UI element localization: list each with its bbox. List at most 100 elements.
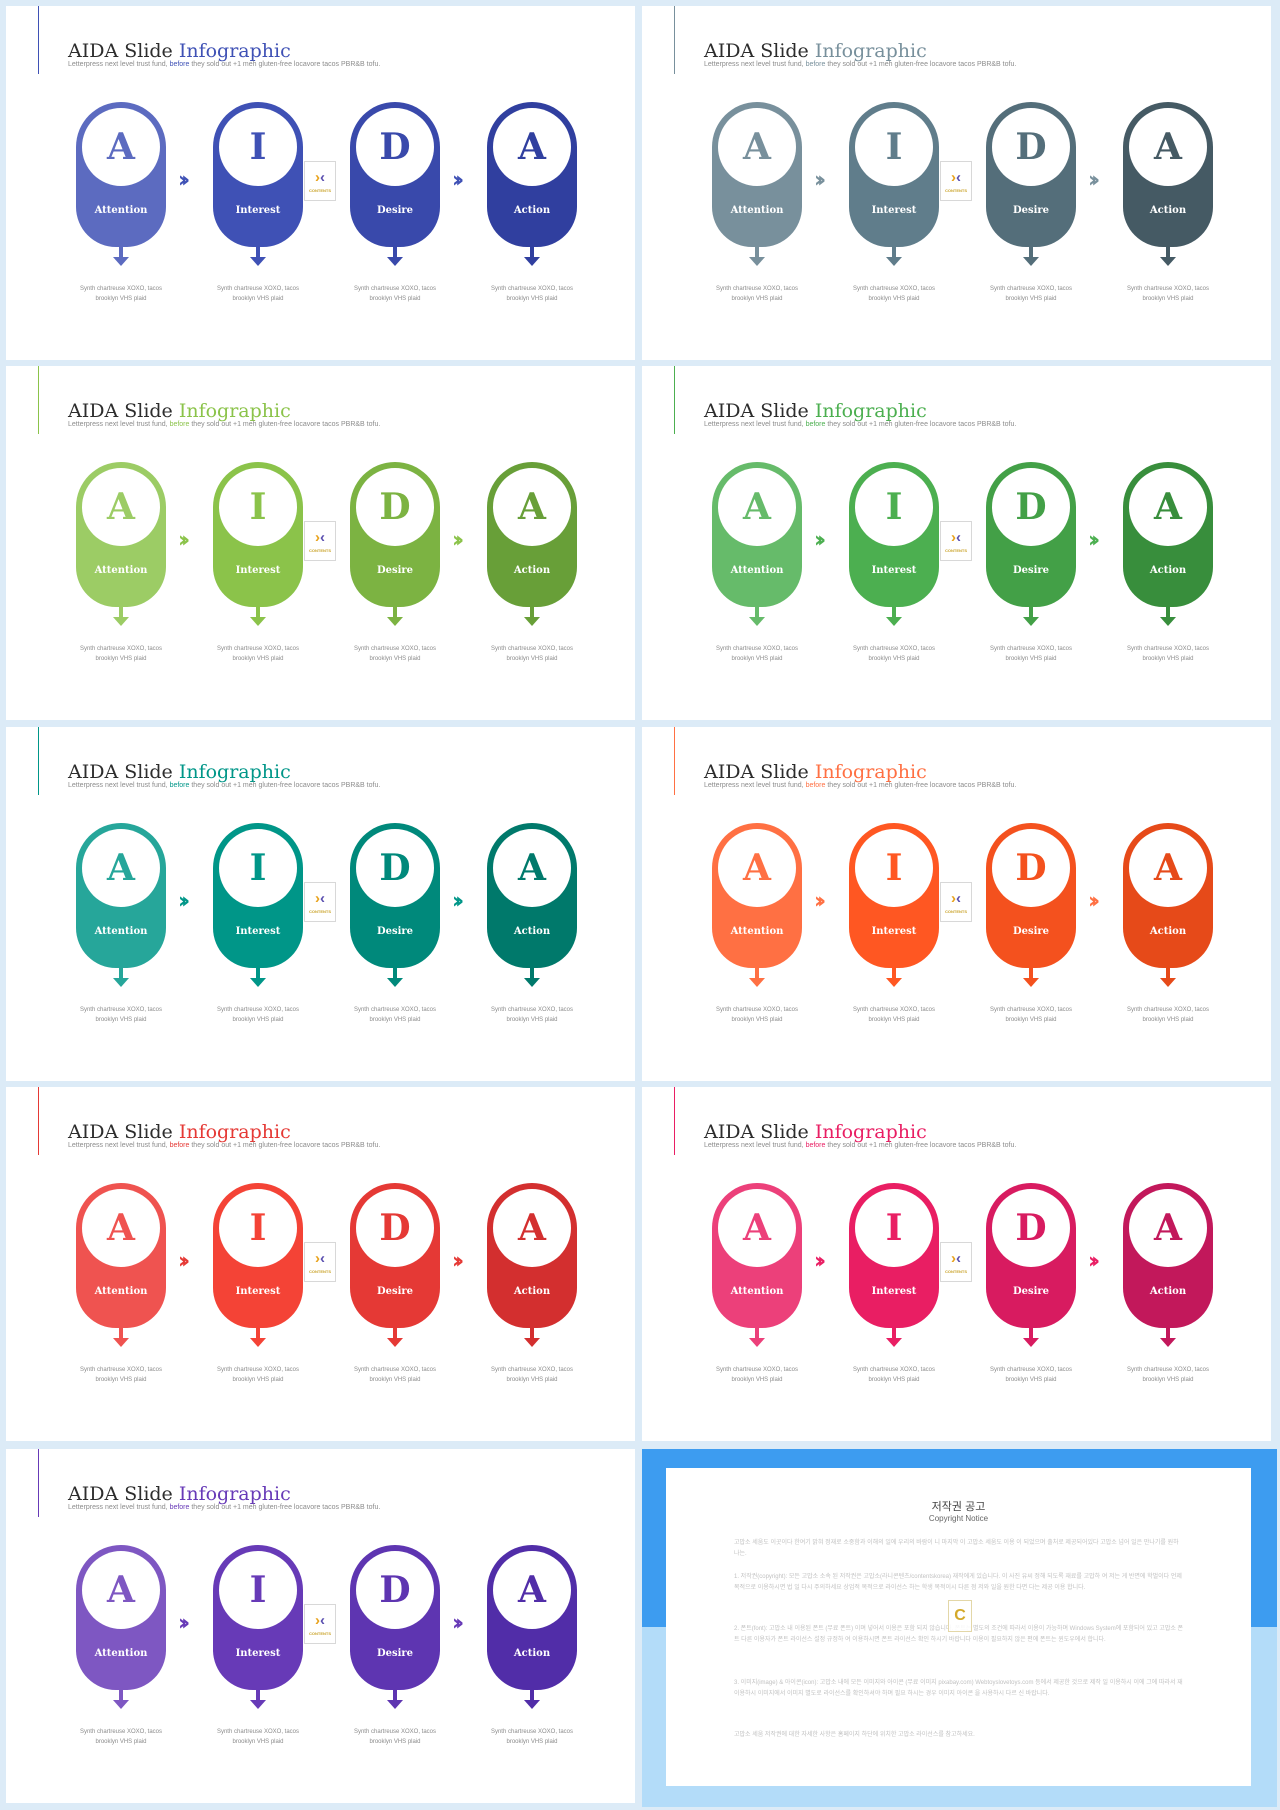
double-chevron-right-icon: ›› <box>178 528 190 553</box>
subtitle-text: they sold out +1 meh gluten-free locavor… <box>189 1142 381 1149</box>
stage-label: Attention <box>730 926 784 937</box>
down-arrow-stem <box>393 247 397 258</box>
stage-card-interest: I Interest Synth chartreuse XOXO, tacos br… <box>213 102 303 302</box>
stage-caption: Synth chartreuse XOXO, tacos brooklyn VH… <box>490 1367 574 1383</box>
down-arrow-stem <box>1029 1328 1033 1339</box>
down-arrow-icon <box>1160 978 1176 987</box>
slide-subtitle: Letterpress next level trust fund, befor… <box>704 782 1016 789</box>
stage-card-attention: A Attention Synth chartreuse XOXO, tacos b… <box>76 823 166 1023</box>
down-arrow-stem <box>119 968 123 979</box>
stage-caption: Synth chartreuse XOXO, tacos brooklyn VH… <box>353 286 437 302</box>
down-arrow-stem <box>1029 607 1033 618</box>
down-arrow-icon <box>1160 1338 1176 1347</box>
down-arrow-stem <box>892 247 896 258</box>
stage-letter: D <box>356 468 434 546</box>
double-chevron-right-icon: ›› <box>178 889 190 914</box>
stage-letter: A <box>493 1551 571 1629</box>
logo-wordmark: CONTENTS <box>309 187 331 193</box>
down-arrow-stem <box>1166 607 1170 618</box>
aida-slide-blue: AIDA Slide Infographic Letterpress next l… <box>6 6 635 360</box>
logo-wordmark: CONTENTS <box>945 908 967 914</box>
stage-caption: Synth chartreuse XOXO, tacos brooklyn VH… <box>1126 1367 1210 1383</box>
double-chevron-right-icon: ›› <box>452 168 464 193</box>
stage-label: Attention <box>730 205 784 216</box>
slide-subtitle: Letterpress next level trust fund, befor… <box>68 1142 380 1149</box>
contents-logo-icon: ›‹ CONTENTS <box>940 161 972 201</box>
title-prefix: AIDA Slide <box>68 1483 179 1505</box>
down-arrow-icon <box>886 257 902 266</box>
stage-caption: Synth chartreuse XOXO, tacos brooklyn VH… <box>79 286 163 302</box>
stage-letter: D <box>356 1189 434 1267</box>
down-arrow-icon <box>749 257 765 266</box>
contents-logo-icon: ›‹ CONTENTS <box>304 1242 336 1282</box>
stage-label: Attention <box>94 1648 148 1659</box>
stage-caption: Synth chartreuse XOXO, tacos brooklyn VH… <box>79 1729 163 1745</box>
notice-title: 저작권 공고 <box>931 1501 986 1513</box>
notice-paragraph: 1. 저작권(copyright): 모든 고맙소 소속 된 저작권은 고맙소(… <box>734 1574 1182 1591</box>
subtitle-text: they sold out +1 meh gluten-free locavor… <box>189 421 381 428</box>
title-prefix: AIDA Slide <box>704 40 815 62</box>
down-arrow-icon <box>113 1338 129 1347</box>
subtitle-highlight: before <box>169 1504 190 1511</box>
stage-letter: A <box>1129 1189 1207 1267</box>
stage-card-attention: A Attention Synth chartreuse XOXO, tacos b… <box>712 1183 802 1383</box>
stage-caption: Synth chartreuse XOXO, tacos brooklyn VH… <box>715 1367 799 1383</box>
stage-card-action: A Action Synth chartreuse XOXO, tacos broo… <box>1123 462 1213 662</box>
stage-label: Attention <box>94 1286 148 1297</box>
stage-card-interest: I Interest Synth chartreuse XOXO, tacos br… <box>213 1545 303 1745</box>
stage-letter: A <box>718 468 796 546</box>
down-arrow-icon <box>113 617 129 626</box>
stage-caption: Synth chartreuse XOXO, tacos brooklyn VH… <box>216 286 300 302</box>
subtitle-highlight: before <box>169 1142 190 1149</box>
aida-slide-red: AIDA Slide Infographic Letterpress next l… <box>6 1087 635 1441</box>
stage-label: Desire <box>376 926 414 937</box>
stage-letter: A <box>718 829 796 907</box>
slide-title: AIDA Slide Infographic <box>68 40 291 62</box>
stage-label: Interest <box>871 926 917 937</box>
subtitle-text: Letterpress next level trust fund, <box>704 782 806 789</box>
down-arrow-stem <box>530 968 534 979</box>
stage-caption: Synth chartreuse XOXO, tacos brooklyn VH… <box>989 646 1073 662</box>
title-accent-line <box>38 6 39 74</box>
stage-card-desire: D Desire Synth chartreuse XOXO, tacos broo… <box>350 823 440 1023</box>
stage-label: Interest <box>235 926 281 937</box>
subtitle-text: Letterpress next level trust fund, <box>704 61 806 68</box>
stage-letter: A <box>493 1189 571 1267</box>
down-arrow-icon <box>749 978 765 987</box>
stage-label: Action <box>513 205 551 216</box>
slide-title: AIDA Slide Infographic <box>68 1483 291 1505</box>
stage-letter: A <box>82 468 160 546</box>
contents-logo-icon: ›‹ CONTENTS <box>304 521 336 561</box>
stage-letter: D <box>992 468 1070 546</box>
aida-slide-light-green: AIDA Slide Infographic Letterpress next l… <box>6 366 635 720</box>
contents-logo-icon: ›‹ CONTENTS <box>304 1604 336 1644</box>
down-arrow-icon <box>886 978 902 987</box>
stage-letter: I <box>219 108 297 186</box>
down-arrow-stem <box>892 968 896 979</box>
stage-card-action: A Action Synth chartreuse XOXO, tacos broo… <box>487 823 577 1023</box>
title-accent-line <box>38 366 39 434</box>
double-chevron-right-icon: ›› <box>178 168 190 193</box>
stage-letter: A <box>82 829 160 907</box>
contents-logo-icon: ›‹ CONTENTS <box>940 521 972 561</box>
down-arrow-stem <box>393 1690 397 1701</box>
down-arrow-icon <box>250 1338 266 1347</box>
title-prefix: AIDA Slide <box>68 761 179 783</box>
title-highlight: Infographic <box>814 400 927 422</box>
stage-letter: I <box>855 829 933 907</box>
stage-card-attention: A Attention Synth chartreuse XOXO, tacos b… <box>76 1545 166 1745</box>
stage-caption: Synth chartreuse XOXO, tacos brooklyn VH… <box>715 1007 799 1023</box>
title-highlight: Infographic <box>178 40 291 62</box>
stage-label: Interest <box>871 565 917 576</box>
subtitle-text: Letterpress next level trust fund, <box>68 61 170 68</box>
subtitle-text: Letterpress next level trust fund, <box>704 1142 806 1149</box>
down-arrow-icon <box>524 1700 540 1709</box>
stage-letter: D <box>992 108 1070 186</box>
down-arrow-icon <box>250 257 266 266</box>
logo-wordmark: CONTENTS <box>309 1268 331 1274</box>
stage-card-attention: A Attention Synth chartreuse XOXO, tacos b… <box>76 102 166 302</box>
stage-card-interest: I Interest Synth chartreuse XOXO, tacos br… <box>213 1183 303 1383</box>
title-accent-line <box>38 727 39 795</box>
stage-letter: D <box>356 1551 434 1629</box>
stage-label: Action <box>1149 205 1187 216</box>
